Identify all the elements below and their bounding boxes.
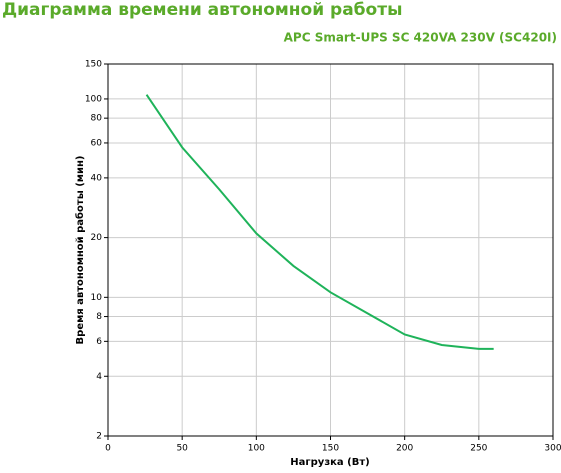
x-axis-label: Нагрузка (Вт) — [290, 457, 369, 468]
y-axis-label: Время автономной работы (мин) — [74, 156, 86, 345]
runtime-line — [145, 94, 494, 350]
y-tick-label: 20 — [91, 233, 103, 243]
x-tick-label: 250 — [470, 444, 487, 454]
y-tick-label: 2 — [96, 432, 102, 442]
x-tick-label: 300 — [544, 444, 561, 454]
y-tick-label: 80 — [91, 114, 103, 124]
chart-subtitle: APC Smart-UPS SC 420VA 230V (SC420I) — [284, 31, 557, 45]
chart-title: Диаграмма времени автономной работы — [2, 0, 402, 20]
y-tick-label: 6 — [96, 337, 102, 347]
y-tick-label: 40 — [91, 173, 103, 183]
plot-frame — [107, 63, 554, 437]
x-tick-label: 150 — [322, 444, 339, 454]
y-tick-label: 60 — [91, 138, 103, 148]
x-tick-label: 200 — [396, 444, 413, 454]
y-tick-label: 10 — [91, 293, 103, 303]
y-tick-label: 4 — [96, 372, 102, 382]
x-tick-label: 50 — [176, 444, 188, 454]
y-tick-label: 8 — [96, 312, 102, 322]
y-tick-label: 150 — [85, 60, 102, 70]
y-tick-label: 100 — [85, 94, 102, 104]
x-tick-label: 100 — [248, 444, 265, 454]
x-tick-label: 0 — [105, 444, 111, 454]
